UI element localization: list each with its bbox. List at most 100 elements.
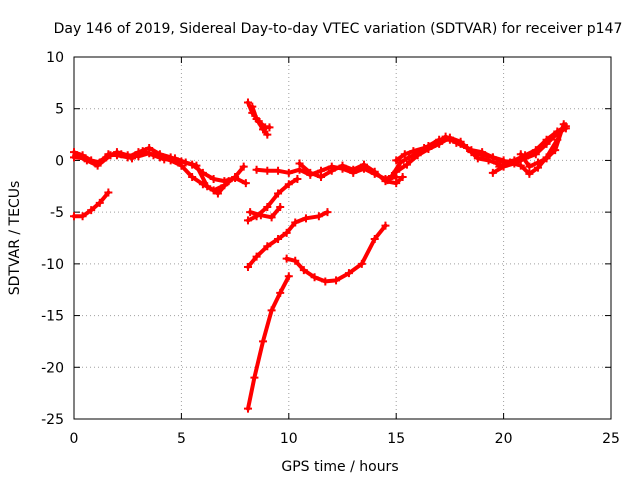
data-series [70,98,570,413]
data-point [291,256,300,265]
series-line-arc-10h-minus9 [284,223,388,284]
axis-ticks [73,56,612,420]
data-point [533,158,542,167]
data-point [243,262,252,271]
data-point [295,159,304,168]
x-tick-label: 20 [495,431,513,447]
data-point [359,160,368,169]
y-tick-label: 5 [55,102,64,118]
data-point [181,158,190,167]
data-point [243,98,252,107]
data-point [252,252,261,261]
series-line-arc-8h-minus6 [248,205,283,220]
plot-frame [73,56,612,420]
x-tick-label: 25 [602,431,620,447]
x-tick-label: 15 [387,431,405,447]
data-point [381,221,390,230]
data-point [274,166,283,175]
data-point [213,189,222,198]
data-point [138,147,147,156]
data-point [259,125,268,134]
y-tick-label: -10 [41,257,64,273]
data-point [473,154,482,163]
data-point [383,176,392,185]
data-point [127,154,136,163]
data-point [370,167,379,176]
data-point [248,102,257,111]
data-point [301,214,310,223]
y-tick-label: 10 [46,50,64,66]
data-point [246,208,255,217]
data-point [259,337,268,346]
y-tick-label: 0 [55,153,64,169]
data-point [284,180,293,189]
data-point [516,161,525,170]
series-line-steep-8h [246,274,291,411]
data-point [239,162,248,171]
data-point [495,162,504,171]
data-point [430,139,439,148]
data-point [106,151,115,160]
data-point [252,115,261,124]
data-point [293,175,302,184]
data-point [506,158,515,167]
data-point [310,273,319,282]
data-point [392,179,401,188]
data-point [409,147,418,156]
data-point [344,269,353,278]
data-point [243,216,252,225]
data-point [338,161,347,170]
data-point [282,228,291,237]
series-line-late-c [518,122,566,169]
data-point [95,198,104,207]
data-point [402,160,411,169]
data-point [441,132,450,141]
data-point [263,242,272,251]
data-point [413,151,422,160]
x-axis-label: GPS time / hours [281,459,398,475]
data-point [104,188,113,197]
data-point [192,161,201,170]
y-tick-label: -15 [41,309,64,325]
chart-title: Day 146 of 2019, Sidereal Day-to-day VTE… [54,21,623,37]
y-tick-labels: -25 -20 -15 -10 -5 0 5 10 [41,50,64,428]
data-point [284,272,293,281]
data-point [256,211,265,220]
data-point [274,235,283,244]
data-point [117,150,126,159]
data-point [542,154,551,163]
data-point [299,266,308,275]
data-point [170,154,179,163]
y-tick-label: -20 [41,360,64,376]
data-point [274,189,283,198]
data-point [525,169,534,178]
data-point [551,146,560,155]
data-point [327,166,336,175]
data-point [267,213,276,222]
data-point [149,151,158,160]
data-point [488,168,497,177]
data-point [323,208,332,217]
data-point [398,172,407,181]
data-point [87,206,96,215]
data-point [70,212,78,221]
data-point [252,165,261,174]
grid [74,57,611,419]
data-point [542,139,551,148]
data-point [452,138,461,147]
data-point [400,150,409,159]
data-point [370,235,379,244]
data-point [263,166,272,175]
data-point [291,218,300,227]
data-point [250,373,259,382]
data-point [203,182,212,191]
data-point [332,276,341,285]
data-point [306,168,315,177]
data-point [276,202,285,211]
x-tick-label: 5 [177,431,186,447]
data-point [531,150,540,159]
data-point [276,288,285,297]
data-point [284,168,293,177]
data-point [224,177,233,186]
